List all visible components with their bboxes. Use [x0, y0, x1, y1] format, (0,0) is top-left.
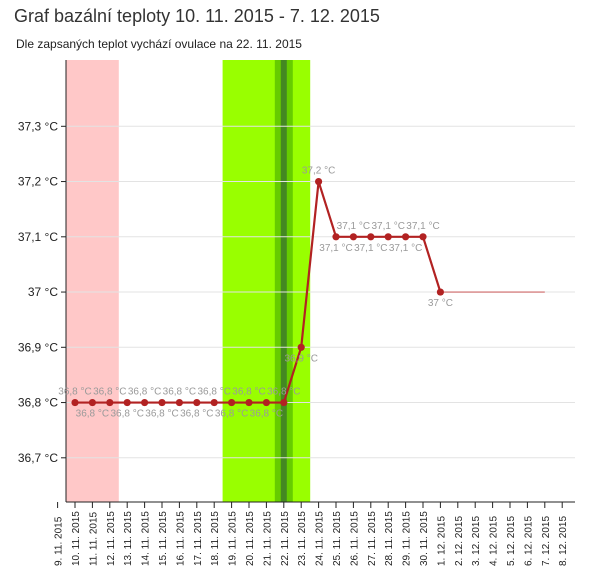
x-tick-label: 1. 12. 2015 [436, 516, 447, 566]
temperature-line [75, 181, 442, 404]
x-tick-label: 7. 12. 2015 [541, 516, 552, 566]
data-label: 37,1 °C [371, 221, 404, 232]
data-label: 37,1 °C [354, 243, 387, 254]
data-label: 36,8 °C [250, 409, 283, 420]
data-label: 36,8 °C [232, 387, 265, 398]
data-label: 36,8 °C [267, 387, 300, 398]
x-tick-label: 17. 11. 2015 [193, 511, 204, 566]
data-point [123, 398, 131, 407]
y-axis-labels: 36,7 °C 36,8 °C 36,9 °C 37 °C 37,1 °C 37,2 °C… [18, 119, 58, 465]
x-tick-label: 24. 11. 2015 [315, 511, 326, 566]
x-tick-label: 16. 11. 2015 [175, 511, 186, 566]
data-point [245, 398, 253, 407]
data-point [158, 398, 166, 407]
x-tick-label: 25. 11. 2015 [332, 511, 343, 566]
data-label: 36,9 °C [284, 353, 317, 364]
chart-subtitle: Dle zapsaných teplot vychází ovulace na … [16, 37, 302, 51]
data-point [384, 233, 392, 241]
x-tick-label: 18. 11. 2015 [210, 511, 221, 566]
data-point [141, 398, 149, 407]
data-label: 36,8 °C [76, 409, 109, 420]
data-label: 37,2 °C [302, 166, 335, 177]
x-tick-label: 26. 11. 2015 [349, 511, 360, 566]
x-tick-label: 22. 11. 2015 [280, 511, 291, 566]
data-label: 36,8 °C [110, 409, 143, 420]
x-tick-label: 13. 11. 2015 [123, 511, 134, 566]
data-label: 37,1 °C [406, 221, 439, 232]
data-label: 36,8 °C [180, 409, 213, 420]
y-tick-label: 36,9 °C [18, 340, 58, 354]
y-tick-label: 37,3 °C [18, 119, 58, 133]
data-label: 37,1 °C [337, 221, 370, 232]
x-tick-label: 12. 11. 2015 [106, 511, 117, 566]
data-point [332, 233, 340, 241]
data-point [315, 177, 323, 186]
data-point [419, 233, 427, 241]
menstruation-band [66, 60, 119, 502]
data-label: 36,8 °C [215, 409, 248, 420]
x-tick-label: 4. 12. 2015 [489, 516, 500, 566]
data-label: 37,1 °C [389, 243, 422, 254]
cycle-bands [66, 60, 311, 502]
chart-title: Graf bazální teploty 10. 11. 2015 - 7. 1… [14, 6, 380, 26]
x-tick-label: 9. 11. 2015 [54, 516, 65, 566]
data-point [175, 398, 183, 407]
data-label: 36,8 °C [197, 387, 230, 398]
data-point [106, 398, 114, 407]
data-point [280, 398, 288, 407]
data-point [88, 398, 96, 407]
data-point [436, 288, 444, 296]
x-tick-label: 6. 12. 2015 [523, 516, 534, 566]
x-tick-label: 20. 11. 2015 [245, 511, 256, 566]
ovulation-day-band [280, 60, 287, 502]
data-point [349, 233, 357, 241]
data-point [228, 398, 236, 407]
data-point [402, 233, 410, 241]
x-tick-label: 15. 11. 2015 [158, 511, 169, 566]
x-tick-label: 8. 12. 2015 [558, 516, 569, 566]
x-tick-label: 27. 11. 2015 [367, 511, 378, 566]
data-point [210, 398, 218, 407]
y-tick-label: 37,1 °C [18, 230, 58, 244]
x-tick-label: 14. 11. 2015 [141, 511, 152, 566]
y-tick-label: 36,8 °C [18, 396, 58, 410]
x-tick-label: 2. 12. 2015 [454, 516, 465, 566]
y-tick-label: 36,7 °C [18, 451, 58, 465]
x-tick-label: 28. 11. 2015 [384, 511, 395, 566]
axes [57, 60, 575, 508]
x-tick-label: 3. 12. 2015 [471, 516, 482, 566]
fertile-band [222, 60, 311, 502]
data-label: 36,8 °C [128, 387, 161, 398]
data-point [71, 398, 79, 407]
x-tick-label: 21. 11. 2015 [262, 511, 273, 566]
y-tick-label: 37,2 °C [18, 175, 58, 189]
x-tick-label: 23. 11. 2015 [297, 511, 308, 566]
data-point [262, 398, 270, 407]
data-label: 36,8 °C [93, 387, 126, 398]
data-labels: 36,8 °C36,8 °C36,8 °C36,8 °C36,8 °C36,8 … [58, 166, 453, 420]
data-label: 37,1 °C [319, 243, 352, 254]
y-tick-label: 37 °C [28, 285, 58, 299]
data-point [367, 233, 375, 241]
data-label: 36,8 °C [145, 409, 178, 420]
data-label: 37 °C [428, 298, 453, 309]
data-label: 36,8 °C [58, 387, 91, 398]
data-label: 36,8 °C [163, 387, 196, 398]
x-tick-label: 19. 11. 2015 [228, 511, 239, 566]
x-tick-label: 10. 11. 2015 [71, 511, 82, 566]
data-point [193, 398, 201, 407]
data-point [297, 343, 305, 351]
x-tick-label: 29. 11. 2015 [402, 511, 413, 566]
x-tick-label: 11. 11. 2015 [88, 511, 99, 566]
x-axis-labels: 9. 11. 2015 10. 11. 2015 11. 11. 2015 12. 1… [54, 511, 570, 566]
x-tick-label: 30. 11. 2015 [419, 511, 430, 566]
x-tick-label: 5. 12. 2015 [506, 516, 517, 566]
temperature-series [71, 177, 545, 407]
